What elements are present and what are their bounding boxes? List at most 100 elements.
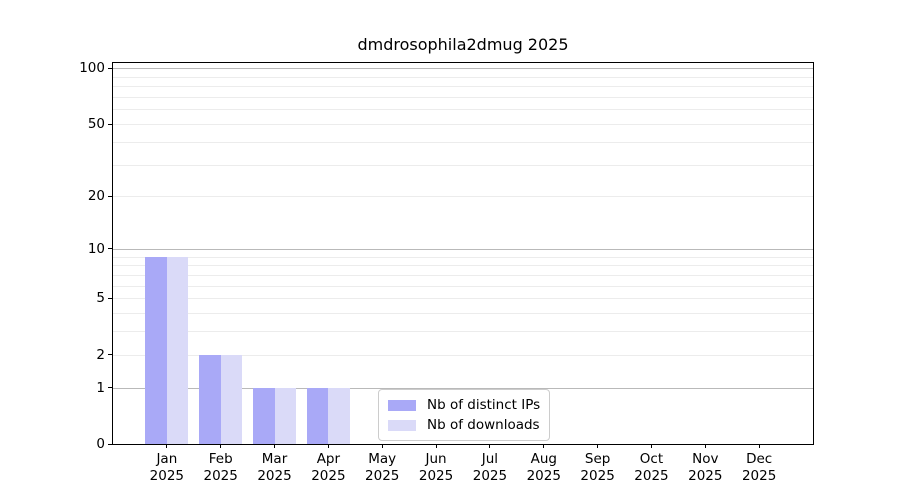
minor-gridline [113,265,813,267]
x-axis-tick [543,444,545,448]
legend-swatch [388,419,416,431]
bar-distinct-ips [145,256,167,444]
minor-gridline [113,285,813,287]
y-axis-tick-label: 10 [87,240,105,257]
x-label-month: Jun [425,451,447,467]
y-axis-tick [108,354,112,356]
y-axis-tick [108,248,112,250]
x-axis-tick [489,444,491,448]
minor-gridline [113,313,813,315]
x-axis-tick [650,444,652,448]
x-label-month: Feb [208,451,233,467]
minor-gridline [113,164,813,166]
minor-gridline [113,274,813,276]
legend-label: Nb of distinct IPs [427,397,541,413]
x-label-month: May [368,451,397,467]
x-label-year: 2025 [418,468,454,484]
bar-downloads [274,387,297,444]
legend: Nb of distinct IPs Nb of downloads [378,389,551,441]
x-label-month: Nov [692,451,719,467]
y-axis-tick [108,123,112,125]
x-label-year: 2025 [580,468,615,484]
x-label-month: Mar [261,451,288,467]
x-axis-tick [758,444,760,448]
chart-title: dmdrosophila2dmug 2025 [357,35,569,54]
minor-gridline [113,76,813,78]
x-axis-tick-label: Dec 2025 [727,451,791,485]
x-axis-tick-label: Jan 2025 [135,451,199,485]
y-axis-tick [108,195,112,197]
legend-item: Nb of distinct IPs [388,395,540,415]
x-label-month: Apr [316,451,341,467]
x-axis-tick [220,444,222,448]
legend-label: Nb of downloads [427,417,540,433]
bar-distinct-ips [199,354,221,444]
x-axis-tick-label: May 2025 [350,451,414,485]
plot-area: 0 1 2 5 10 20 50 100 Jan 2025 Feb 2025 Mar 2025 Apr 202… [79,60,814,484]
x-label-year: 2025 [203,468,238,484]
x-axis-tick-label: Jun 2025 [404,451,468,485]
minor-gridline [113,97,813,99]
x-axis-tick [597,444,599,448]
x-axis-tick-label: Sep 2025 [566,451,630,485]
minor-gridline [113,256,813,258]
minor-gridline [113,86,813,88]
minor-gridline [113,331,813,333]
x-label-year: 2025 [741,468,777,484]
x-axis-tick [704,444,706,448]
minor-gridline [113,124,813,126]
x-label-month: Sep [584,451,611,467]
y-axis-tick [108,67,112,69]
x-label-year: 2025 [257,468,292,484]
x-label-year: 2025 [311,468,346,484]
x-label-year: 2025 [526,468,561,484]
bar-downloads [328,387,350,444]
x-axis-tick-label: Oct 2025 [619,451,683,485]
y-axis-tick-label: 2 [96,346,105,363]
bar-distinct-ips [253,387,275,444]
bar-downloads [220,354,243,444]
x-label-year: 2025 [688,468,723,484]
x-axis-tick [381,444,383,448]
minor-gridline [113,196,813,198]
x-label-year: 2025 [149,468,185,484]
minor-gridline [113,109,813,111]
x-axis-tick [166,444,168,448]
major-gridline [113,387,813,389]
x-axis-tick-label: Aug 2025 [512,451,576,485]
y-axis-tick [108,387,112,389]
x-axis-tick-label: Nov 2025 [673,451,737,485]
x-label-month: Dec [746,451,773,467]
bar-downloads [166,256,189,444]
minor-gridline [113,298,813,300]
x-label-year: 2025 [472,468,508,484]
y-axis-tick-label: 50 [87,116,105,133]
x-label-month: Jul [481,451,499,467]
x-axis-tick [327,444,329,448]
major-gridline [113,248,813,250]
x-label-year: 2025 [634,468,669,484]
legend-swatch [388,399,416,411]
x-axis-tick-label: Jul 2025 [458,451,522,485]
x-axis-tick [435,444,437,448]
y-axis-tick-label: 100 [79,60,105,77]
x-axis-tick-label: Feb 2025 [189,451,253,485]
minor-gridline [113,354,813,356]
major-gridline [113,68,813,70]
y-axis-tick-label: 0 [96,436,105,452]
x-axis-tick-label: Apr 2025 [296,451,360,485]
x-axis-tick [274,444,276,448]
y-axis-tick-label: 20 [87,188,105,205]
minor-gridline [113,141,813,143]
legend-item: Nb of downloads [388,415,540,435]
x-label-month: Aug [530,451,557,467]
x-label-month: Oct [639,451,664,467]
y-axis-tick [108,443,112,445]
y-axis-tick [108,297,112,299]
x-label-month: Jan [156,451,178,467]
x-label-year: 2025 [365,468,400,484]
bar-distinct-ips [306,387,329,444]
x-axis-tick-label: Mar 2025 [243,451,307,485]
y-axis-tick-label: 1 [96,379,105,396]
